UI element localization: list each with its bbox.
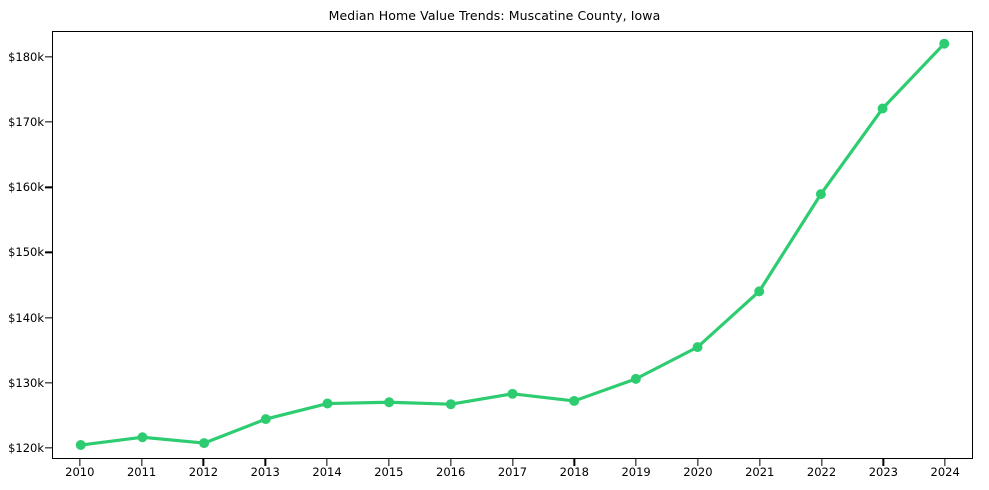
- x-axis-tick-mark: [635, 459, 637, 466]
- x-axis-tick-mark: [326, 459, 328, 466]
- x-axis-tick-label: 2020: [683, 465, 713, 479]
- x-axis-tick-mark: [140, 459, 143, 466]
- y-axis-tick-mark: [45, 382, 52, 384]
- data-point-marker: [384, 397, 395, 408]
- y-axis-tick-label: $120k: [8, 440, 44, 455]
- data-point-marker: [137, 432, 148, 443]
- y-axis-tick-label: $160k: [8, 180, 44, 195]
- y-axis-tick-label: $140k: [8, 310, 44, 325]
- y-axis-tick-mark: [45, 447, 52, 449]
- x-axis-tick-mark: [573, 459, 575, 466]
- data-point-marker: [445, 399, 456, 410]
- data-point-marker: [939, 38, 950, 49]
- x-axis-tick-mark: [759, 459, 761, 466]
- series-markers: [75, 38, 950, 451]
- y-axis-tick-mark: [45, 251, 52, 254]
- y-axis-tick-label: $130k: [8, 375, 44, 390]
- y-axis-tick-mark: [45, 316, 52, 319]
- data-point-marker: [692, 342, 703, 353]
- x-axis-tick-label: 2024: [930, 465, 960, 479]
- data-point-marker: [75, 440, 86, 451]
- x-axis-tick-label: 2022: [806, 465, 837, 479]
- data-point-marker: [815, 189, 826, 200]
- x-axis-tick-mark: [79, 459, 81, 466]
- x-axis-tick-mark: [882, 459, 885, 466]
- data-point-marker: [322, 398, 333, 409]
- data-point-marker: [877, 103, 888, 114]
- y-axis-tick-mark: [45, 56, 52, 58]
- x-axis-tick-mark: [820, 459, 823, 466]
- series-line-median-home-value: [79, 42, 946, 447]
- x-axis-tick-label: 2015: [374, 465, 404, 479]
- x-axis-tick-label: 2021: [745, 465, 775, 479]
- data-point-marker: [260, 414, 271, 425]
- line-chart-svg: [75, 38, 950, 451]
- x-axis-tick-label: 2017: [497, 465, 528, 479]
- chart-title: Median Home Value Trends: Muscatine Coun…: [328, 8, 661, 23]
- x-axis-tick-mark: [450, 459, 452, 466]
- x-axis-tick-label: 2013: [250, 465, 280, 479]
- y-axis-tick-label: $170k: [8, 115, 44, 130]
- y-axis-tick-mark: [45, 186, 52, 188]
- y-axis-tick-label: $150k: [8, 245, 44, 260]
- plot-area: [52, 31, 973, 459]
- x-axis-tick-label: 2018: [559, 465, 589, 479]
- x-axis-tick-label: 2014: [312, 465, 342, 479]
- x-axis-tick-mark: [388, 459, 390, 466]
- x-axis-tick-mark: [697, 459, 699, 466]
- data-point-marker: [569, 395, 580, 406]
- y-axis-tick-labels: $120k $130k $140k $150k $160k $170k $180k: [0, 0, 44, 490]
- data-point-marker: [507, 388, 518, 399]
- x-axis-tick-label: 2012: [188, 465, 219, 479]
- y-axis-tick-label: $180k: [8, 50, 44, 65]
- data-point-marker: [199, 438, 210, 449]
- x-axis-tick-label: 2019: [621, 465, 651, 479]
- x-axis-tick-label: 2016: [436, 465, 466, 479]
- x-axis-tick-label: 2023: [868, 465, 898, 479]
- data-point-marker: [754, 286, 765, 297]
- x-axis-tick-mark: [944, 459, 946, 466]
- x-axis-tick-mark: [264, 459, 266, 466]
- x-axis-tick-label: 2010: [65, 465, 95, 479]
- x-axis-tick-mark: [511, 459, 514, 466]
- data-point-marker: [630, 373, 641, 384]
- y-axis-tick-mark: [45, 121, 52, 123]
- x-axis-tick-mark: [202, 459, 205, 466]
- x-axis-tick-label: 2011: [126, 465, 157, 479]
